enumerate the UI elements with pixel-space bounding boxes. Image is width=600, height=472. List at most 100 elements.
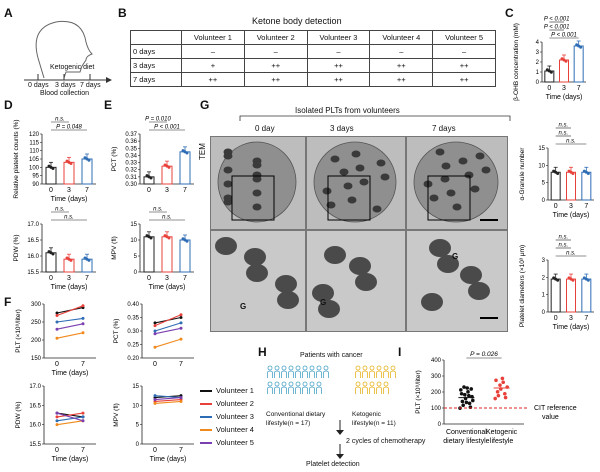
- table-header-cell: Volunteer 2: [243, 30, 308, 45]
- alpha-granule: [330, 155, 340, 163]
- alpha-granule: [312, 284, 334, 302]
- alpha-granule: [318, 300, 340, 318]
- y-tick-label: 0.20: [127, 356, 139, 362]
- data-point: [55, 314, 59, 318]
- x-axis-label: Time (days): [553, 324, 590, 331]
- data-point: [55, 311, 59, 315]
- y-tick-label: 90: [32, 182, 39, 188]
- significance-label: P < 0.001: [544, 17, 570, 23]
- alpha-granule: [470, 185, 480, 193]
- y-axis-label: PLT (×10⁹/liter): [415, 370, 422, 414]
- data-point: [81, 322, 85, 326]
- group-ketogenic: Ketogenic lifestyle(n = 11): [352, 411, 396, 427]
- alpha-granule: [376, 159, 386, 167]
- alpha-granule: [349, 257, 371, 275]
- alpha-granule: [441, 162, 451, 170]
- y-tick-label: 0.36: [125, 139, 137, 145]
- y-tick-label: 120: [29, 132, 40, 138]
- series-line: [154, 338, 182, 348]
- y-tick-label: 16.5: [29, 403, 41, 409]
- flow-arrows: [336, 420, 344, 459]
- bar: [81, 258, 93, 273]
- person-icon: [323, 365, 329, 371]
- person-icon: [267, 381, 273, 387]
- data-point: [465, 386, 469, 390]
- person-icon-body: [369, 386, 375, 394]
- y-tick-label: 17.0: [27, 222, 39, 228]
- data-point: [469, 387, 473, 391]
- day-label-7: 7 days: [80, 82, 101, 89]
- chart-e: 0.300.310.320.33 0.340.350.360.37 PCT (%) 0…: [111, 117, 194, 194]
- series-line: [56, 323, 84, 330]
- x-axis-label: Time (days): [150, 456, 187, 463]
- data-point: [153, 401, 157, 405]
- panel-label-g: G: [200, 98, 210, 112]
- group-conventional: Conventional dietary lifestyle(n = 17): [266, 411, 326, 427]
- x-tick-label: Conventional: [446, 429, 487, 436]
- blood-collection-label: Blood collection: [40, 90, 90, 97]
- y-tick-label: 0: [542, 198, 546, 204]
- chart-f1: 150 200 250 300 PLT (×10⁹/liter) Time (days) 0…: [15, 302, 96, 377]
- panel-label-d: D: [4, 98, 13, 112]
- x-tick-label: 3: [562, 85, 566, 92]
- y-axis-label: MPV (fl): [113, 403, 120, 426]
- granule-mark: G: [240, 302, 247, 311]
- y-tick-label: 100: [29, 165, 40, 171]
- data-point: [167, 165, 171, 169]
- y-tick-label: 0.34: [125, 153, 137, 159]
- alpha-granule: [481, 166, 491, 174]
- zoom-box: [327, 175, 371, 221]
- data-point: [149, 176, 153, 180]
- data-point: [462, 385, 466, 389]
- diet-label: Ketogenic diet: [50, 64, 95, 71]
- significance-label: P = 0.026: [470, 351, 498, 358]
- table-header-cell: Volunteer 5: [432, 30, 496, 45]
- y-axis-label: PCT (%): [113, 319, 120, 344]
- legend-item: Volunteer 4: [200, 423, 262, 436]
- x-tick-label: 3: [67, 187, 71, 194]
- person-icon: [376, 381, 382, 387]
- bar: [81, 158, 93, 185]
- bar: [45, 166, 57, 185]
- data-point: [571, 171, 575, 175]
- table-row: 0 days – – – – –: [130, 44, 496, 59]
- alpha-granule: [460, 266, 482, 284]
- y-tick-label: 0: [136, 442, 140, 448]
- table-header-row: Volunteer 1 Volunteer 2 Volunteer 3 Volu…: [130, 30, 496, 45]
- person-icon-body: [288, 370, 294, 378]
- y-tick-label: 16.0: [29, 423, 41, 429]
- data-point: [153, 345, 157, 349]
- platelet-cell: [413, 141, 499, 223]
- person-icon-body: [355, 370, 361, 378]
- x-tick-label: 0: [554, 203, 558, 210]
- data-point: [51, 252, 55, 256]
- person-icon: [274, 365, 280, 371]
- chart-g1: 0 5 10 15 α-Granule number Time (days) 0 3 7 n.s.…: [519, 123, 594, 219]
- table-cell: –: [243, 44, 308, 59]
- person-icon-body: [376, 370, 382, 378]
- x-tick-label: 7: [584, 203, 588, 210]
- x-axis-label: Time (days): [553, 212, 590, 219]
- person-icon: [309, 365, 315, 371]
- person-icon-body: [309, 386, 315, 394]
- table-cell: –: [432, 44, 496, 59]
- y-tick-label: 250: [31, 320, 42, 326]
- person-icon-body: [302, 386, 308, 394]
- series-line: [154, 327, 182, 335]
- data-point: [87, 258, 91, 262]
- person-icon: [281, 381, 287, 387]
- x-tick-label: 3: [165, 275, 169, 282]
- data-point: [460, 399, 465, 404]
- table-row: 7 days ++ ++ ++ ++ ++: [130, 72, 496, 87]
- series-line: [154, 398, 182, 403]
- significance-label: n.s.: [64, 215, 74, 221]
- table-cell: ++: [432, 72, 496, 87]
- person-icon: [288, 381, 294, 387]
- table-row: 3 days + ++ ++ ++ ++: [130, 58, 496, 73]
- data-point: [471, 398, 475, 403]
- y-tick-label: 200: [431, 390, 442, 396]
- x-tick-label: 3: [569, 315, 573, 322]
- legend-label: Volunteer 1: [216, 386, 254, 395]
- person-icon: [362, 365, 368, 371]
- alpha-granule: [452, 203, 462, 211]
